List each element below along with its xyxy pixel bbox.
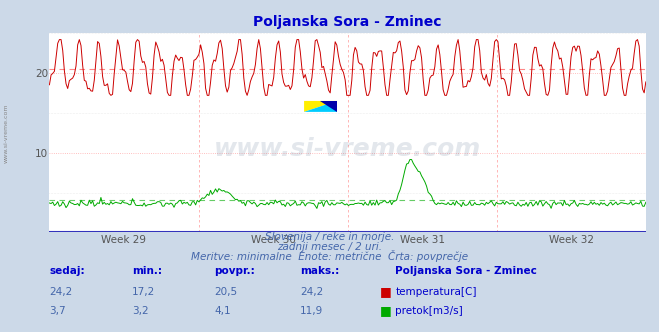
Text: www.si-vreme.com: www.si-vreme.com bbox=[4, 103, 9, 163]
Text: Slovenija / reke in morje.: Slovenija / reke in morje. bbox=[265, 232, 394, 242]
Text: 20,5: 20,5 bbox=[214, 288, 237, 297]
Text: 3,2: 3,2 bbox=[132, 306, 148, 316]
Title: Poljanska Sora - Zminec: Poljanska Sora - Zminec bbox=[253, 15, 442, 29]
Text: povpr.:: povpr.: bbox=[214, 266, 255, 276]
Text: zadnji mesec / 2 uri.: zadnji mesec / 2 uri. bbox=[277, 242, 382, 252]
Text: 17,2: 17,2 bbox=[132, 288, 155, 297]
Text: ■: ■ bbox=[380, 286, 392, 298]
Text: pretok[m3/s]: pretok[m3/s] bbox=[395, 306, 463, 316]
Text: ■: ■ bbox=[380, 304, 392, 317]
Polygon shape bbox=[320, 101, 337, 112]
Polygon shape bbox=[304, 101, 337, 112]
Text: www.si-vreme.com: www.si-vreme.com bbox=[214, 137, 481, 161]
Text: sedaj:: sedaj: bbox=[49, 266, 85, 276]
Text: 3,7: 3,7 bbox=[49, 306, 66, 316]
Text: temperatura[C]: temperatura[C] bbox=[395, 288, 477, 297]
Text: min.:: min.: bbox=[132, 266, 162, 276]
Text: 24,2: 24,2 bbox=[300, 288, 323, 297]
Text: maks.:: maks.: bbox=[300, 266, 339, 276]
Text: Meritve: minimalne  Enote: metrične  Črta: povprečje: Meritve: minimalne Enote: metrične Črta:… bbox=[191, 250, 468, 262]
Text: 24,2: 24,2 bbox=[49, 288, 72, 297]
Text: 11,9: 11,9 bbox=[300, 306, 323, 316]
Text: 4,1: 4,1 bbox=[214, 306, 231, 316]
Text: Poljanska Sora - Zminec: Poljanska Sora - Zminec bbox=[395, 266, 537, 276]
Polygon shape bbox=[304, 101, 337, 112]
